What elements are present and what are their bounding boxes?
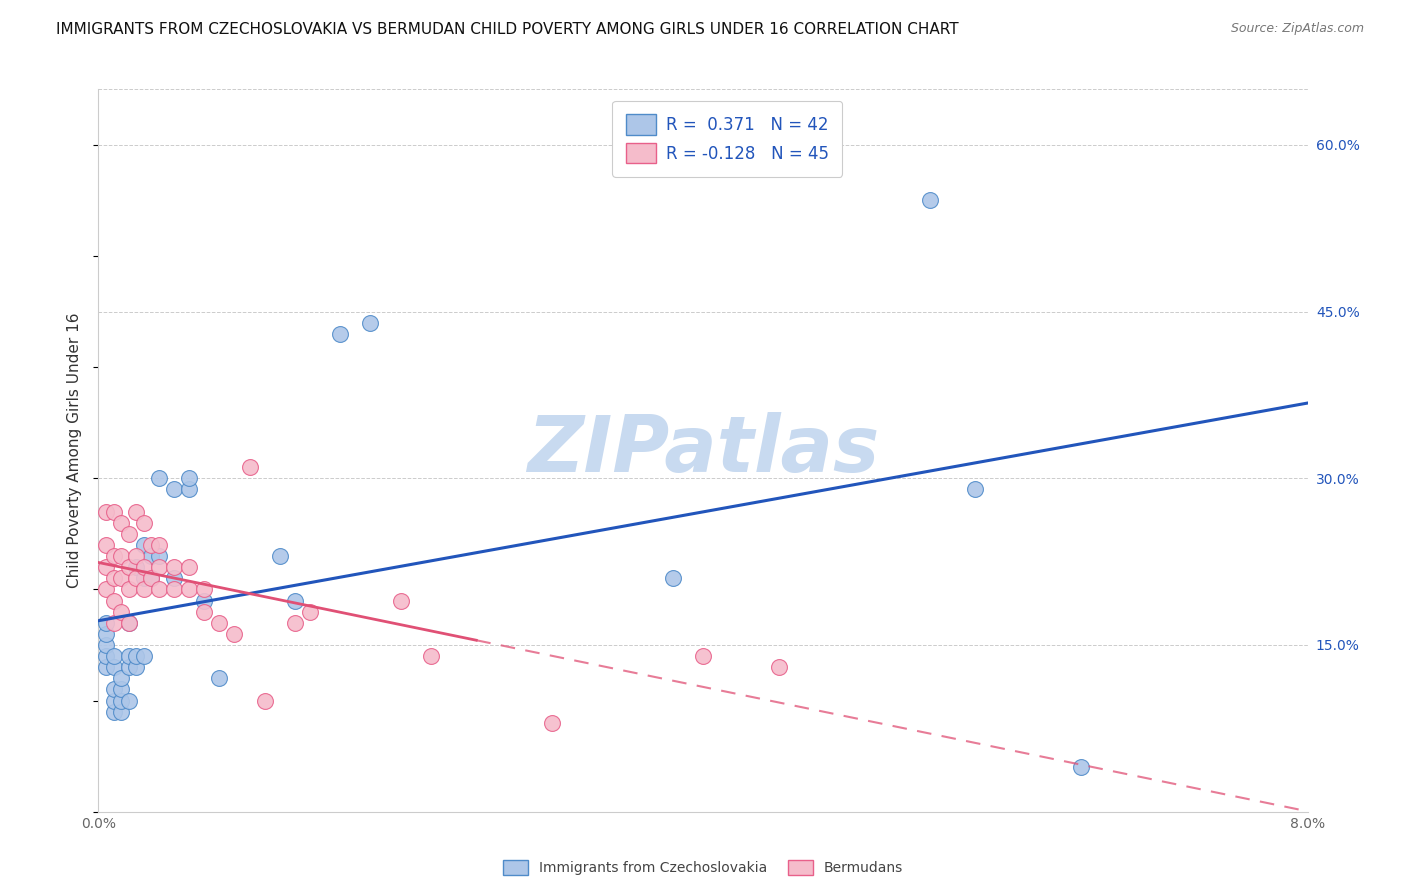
Point	[118, 615, 141, 630]
Point	[103, 682, 125, 697]
Point	[125, 571, 148, 585]
Point	[132, 582, 155, 597]
Point	[94, 638, 117, 652]
Point	[118, 560, 141, 574]
Point	[329, 326, 352, 341]
Point	[110, 693, 132, 707]
Point	[125, 560, 148, 574]
Point	[148, 471, 170, 485]
Point	[132, 571, 155, 585]
Point	[125, 649, 148, 664]
Point	[103, 660, 125, 674]
Point	[284, 593, 307, 607]
Point	[94, 538, 117, 552]
Point	[103, 593, 125, 607]
Point	[420, 649, 443, 664]
Point	[1070, 760, 1092, 774]
Point	[541, 715, 564, 730]
Point	[918, 194, 941, 208]
Point	[110, 705, 132, 719]
Point	[692, 649, 714, 664]
Point	[110, 682, 132, 697]
Point	[284, 615, 307, 630]
Point	[179, 560, 201, 574]
Point	[103, 693, 125, 707]
Text: IMMIGRANTS FROM CZECHOSLOVAKIA VS BERMUDAN CHILD POVERTY AMONG GIRLS UNDER 16 CO: IMMIGRANTS FROM CZECHOSLOVAKIA VS BERMUD…	[56, 22, 959, 37]
Legend: Immigrants from Czechoslovakia, Bermudans: Immigrants from Czechoslovakia, Bermudan…	[498, 855, 908, 880]
Point	[103, 649, 125, 664]
Point	[163, 483, 186, 497]
Point	[179, 483, 201, 497]
Point	[163, 571, 186, 585]
Legend: R =  0.371   N = 42, R = -0.128   N = 45: R = 0.371 N = 42, R = -0.128 N = 45	[613, 101, 842, 177]
Point	[94, 582, 117, 597]
Point	[103, 505, 125, 519]
Point	[148, 560, 170, 574]
Point	[125, 505, 148, 519]
Point	[141, 549, 163, 563]
Point	[253, 693, 276, 707]
Point	[148, 549, 170, 563]
Point	[179, 471, 201, 485]
Point	[141, 571, 163, 585]
Point	[94, 649, 117, 664]
Point	[389, 593, 412, 607]
Point	[94, 615, 117, 630]
Point	[224, 627, 246, 641]
Point	[132, 516, 155, 530]
Point	[360, 316, 382, 330]
Point	[103, 615, 125, 630]
Point	[141, 571, 163, 585]
Point	[239, 460, 262, 475]
Point	[118, 582, 141, 597]
Point	[193, 605, 215, 619]
Point	[94, 505, 117, 519]
Point	[269, 549, 291, 563]
Point	[299, 605, 322, 619]
Point	[193, 593, 215, 607]
Point	[768, 660, 790, 674]
Point	[662, 571, 685, 585]
Point	[118, 526, 141, 541]
Point	[208, 671, 231, 685]
Point	[110, 516, 132, 530]
Point	[94, 560, 117, 574]
Y-axis label: Child Poverty Among Girls Under 16: Child Poverty Among Girls Under 16	[67, 313, 83, 588]
Point	[103, 705, 125, 719]
Point	[179, 582, 201, 597]
Point	[163, 560, 186, 574]
Point	[103, 549, 125, 563]
Point	[125, 549, 148, 563]
Point	[132, 649, 155, 664]
Point	[110, 671, 132, 685]
Point	[118, 660, 141, 674]
Point	[110, 571, 132, 585]
Point	[132, 538, 155, 552]
Point	[163, 582, 186, 597]
Point	[118, 649, 141, 664]
Point	[148, 538, 170, 552]
Point	[141, 538, 163, 552]
Point	[110, 605, 132, 619]
Point	[208, 615, 231, 630]
Point	[94, 660, 117, 674]
Point	[103, 571, 125, 585]
Point	[94, 627, 117, 641]
Point	[965, 483, 987, 497]
Point	[125, 660, 148, 674]
Point	[148, 582, 170, 597]
Point	[118, 615, 141, 630]
Point	[110, 549, 132, 563]
Point	[132, 560, 155, 574]
Text: ZIPatlas: ZIPatlas	[527, 412, 879, 489]
Point	[118, 693, 141, 707]
Point	[193, 582, 215, 597]
Text: Source: ZipAtlas.com: Source: ZipAtlas.com	[1230, 22, 1364, 36]
